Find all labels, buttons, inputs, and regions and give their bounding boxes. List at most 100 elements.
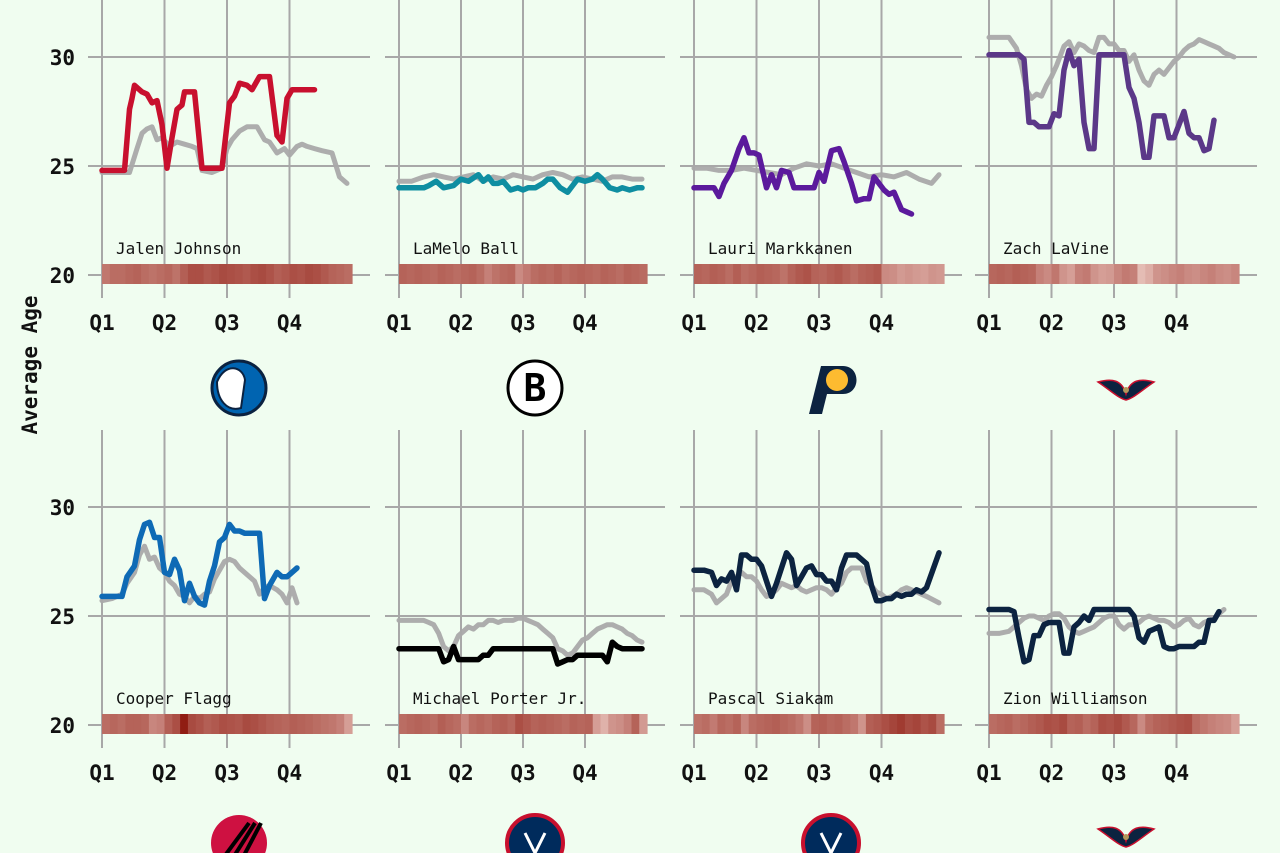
heat-cell bbox=[1020, 264, 1029, 284]
player-series-line bbox=[99, 519, 300, 608]
heat-cell bbox=[756, 714, 765, 734]
heat-cell bbox=[865, 714, 875, 734]
heat-cell bbox=[1153, 714, 1162, 734]
heat-cell bbox=[156, 714, 166, 734]
heat-cell bbox=[608, 714, 617, 734]
heat-cell bbox=[1059, 714, 1068, 734]
heat-cell bbox=[453, 714, 462, 734]
heat-cell bbox=[102, 264, 111, 284]
x-tick-label: Q1 bbox=[976, 761, 1001, 785]
x-tick-label: Q3 bbox=[510, 761, 535, 785]
heat-cell bbox=[484, 264, 493, 284]
heat-cell bbox=[787, 264, 797, 284]
heat-cell bbox=[414, 264, 423, 284]
x-tick-label: Q3 bbox=[214, 311, 239, 335]
x-tick-label: Q3 bbox=[510, 311, 535, 335]
x-tick-label: Q4 bbox=[572, 311, 597, 335]
mavericks-logo-icon bbox=[210, 359, 268, 417]
panel-michael-porter-jr: Q1 Q2 Q3 Q4 Michael Porter Jr. bbox=[385, 430, 665, 853]
heat-cell bbox=[1067, 264, 1076, 284]
heat-cell bbox=[608, 264, 617, 284]
heat-cell bbox=[1231, 714, 1240, 734]
nets-logo-icon: B bbox=[506, 359, 564, 417]
panel-lamelo-ball: Q1 Q2 Q3 Q4 LaMelo Ball B bbox=[385, 0, 665, 417]
x-tick-label: Q1 bbox=[89, 311, 114, 335]
heat-cell bbox=[211, 714, 220, 734]
x-tick-label: Q1 bbox=[681, 761, 706, 785]
heat-cell bbox=[904, 264, 914, 284]
player-name-label: Zion Williamson bbox=[1003, 689, 1148, 708]
heat-cell bbox=[928, 714, 937, 734]
heat-cell bbox=[219, 264, 228, 284]
player-series-line bbox=[986, 47, 1217, 161]
heat-cell bbox=[461, 714, 470, 734]
heat-cell bbox=[1160, 714, 1170, 734]
heat-cell bbox=[1137, 714, 1146, 734]
x-tick-label: Q3 bbox=[806, 311, 831, 335]
heat-cell bbox=[1176, 264, 1185, 284]
heat-cell bbox=[211, 264, 220, 284]
heat-cell bbox=[399, 264, 408, 284]
heat-cell bbox=[297, 264, 306, 284]
x-tick-label: Q4 bbox=[277, 761, 302, 785]
x-tick-label: Q4 bbox=[572, 761, 597, 785]
pelicans-logo-icon bbox=[1096, 826, 1156, 848]
heat-cell bbox=[468, 714, 478, 734]
heat-cell bbox=[1082, 264, 1092, 284]
heat-cell bbox=[546, 714, 555, 734]
heat-cell bbox=[623, 714, 633, 734]
heat-cell bbox=[133, 264, 142, 284]
heat-cell bbox=[554, 714, 563, 734]
player-name-label: Cooper Flagg bbox=[116, 689, 232, 708]
heat-cell bbox=[538, 714, 547, 734]
heat-cell bbox=[1059, 264, 1068, 284]
player-series-line bbox=[99, 73, 318, 174]
heat-cell bbox=[725, 714, 734, 734]
heat-cell bbox=[305, 264, 314, 284]
heat-cell bbox=[1168, 264, 1178, 284]
heat-cell bbox=[1114, 714, 1123, 734]
heat-cell bbox=[344, 264, 353, 284]
x-tick-label: Q3 bbox=[1101, 761, 1126, 785]
heat-cell bbox=[1067, 714, 1076, 734]
heat-cell bbox=[1215, 264, 1224, 284]
heat-cell bbox=[281, 264, 291, 284]
heat-cell bbox=[772, 264, 781, 284]
heat-cell bbox=[1207, 714, 1217, 734]
player-name-label: Michael Porter Jr. bbox=[413, 689, 586, 708]
heat-cell bbox=[523, 714, 532, 734]
heat-cell bbox=[344, 714, 353, 734]
heat-cell bbox=[701, 714, 711, 734]
heat-cell bbox=[834, 714, 844, 734]
heat-cell bbox=[842, 714, 851, 734]
heat-cell bbox=[733, 714, 742, 734]
heat-cell bbox=[592, 714, 602, 734]
x-tick-label: Q4 bbox=[1164, 311, 1189, 335]
heat-cell bbox=[1129, 714, 1139, 734]
heat-cell bbox=[281, 714, 291, 734]
heat-cell bbox=[1192, 264, 1201, 284]
heat-cell bbox=[406, 264, 416, 284]
panel-cooper-flagg: 20 25 30 Q1 Q2 Q3 Q4 Cooper Flagg bbox=[50, 430, 370, 853]
heat-cell bbox=[819, 264, 828, 284]
heat-cell bbox=[1160, 264, 1170, 284]
heat-cell bbox=[1074, 264, 1084, 284]
heat-cell bbox=[826, 264, 836, 284]
heat-cell bbox=[476, 264, 485, 284]
panels-grid: 20 25 30 Q1 Q2 Q3 Q4 Jalen Johnson Q1 Q2 Q3 Q4 LaMel… bbox=[50, 0, 1257, 853]
svg-text:B: B bbox=[524, 366, 547, 410]
heat-cell bbox=[227, 264, 236, 284]
heat-cell bbox=[858, 714, 867, 734]
heat-cell bbox=[569, 714, 578, 734]
heat-cell bbox=[328, 714, 337, 734]
heat-cell bbox=[1074, 714, 1084, 734]
player-series-line bbox=[691, 550, 942, 604]
heat-cell bbox=[430, 264, 439, 284]
player-name-label: Jalen Johnson bbox=[116, 239, 241, 258]
x-tick-label: Q4 bbox=[277, 311, 302, 335]
y-tick-label: 20 bbox=[50, 714, 75, 738]
heat-cell bbox=[1004, 264, 1014, 284]
heat-cell bbox=[336, 714, 345, 734]
heat-cell bbox=[795, 264, 804, 284]
heat-cell bbox=[1153, 264, 1162, 284]
